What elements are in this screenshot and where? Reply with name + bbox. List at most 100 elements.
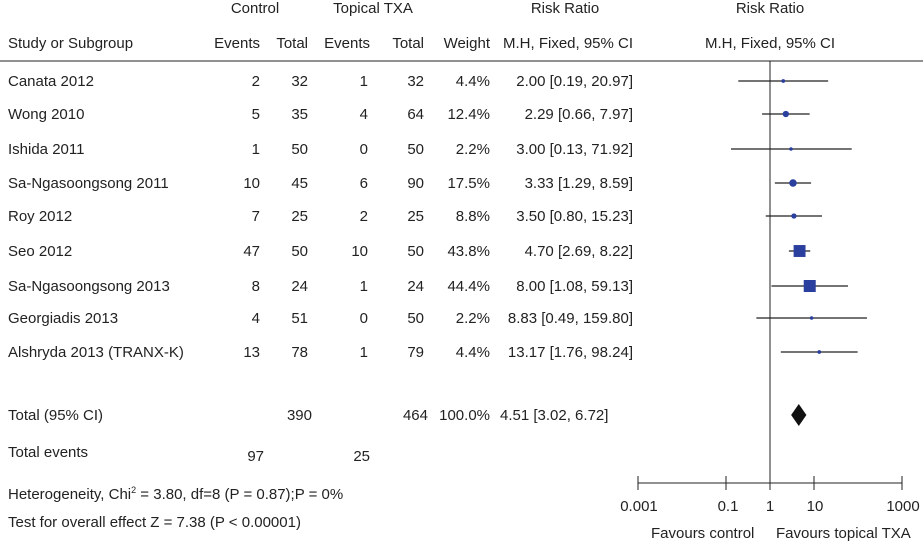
control-events: 8 — [251, 278, 260, 295]
txa-total: 50 — [407, 243, 424, 260]
risk-ratio-header-right: Risk Ratio — [735, 0, 805, 17]
study-point-estimate — [817, 350, 822, 354]
study-weight: 4.4% — [455, 344, 490, 361]
txa-events: 1 — [359, 278, 368, 295]
total-label: Total (95% CI) — [8, 407, 104, 424]
control-total: 24 — [291, 278, 308, 295]
study-ci-text: 3.50 [0.80, 15.23] — [516, 208, 633, 225]
total-events-txa: 25 — [353, 448, 370, 465]
study-point-estimate — [793, 245, 806, 257]
txa-events: 1 — [359, 344, 368, 361]
control-events: 10 — [243, 175, 260, 192]
control-events: 7 — [251, 208, 260, 225]
tick-label-10: 10 — [806, 498, 824, 515]
txa-events: 1 — [359, 73, 368, 90]
study-point-estimate — [782, 110, 790, 118]
control-events: 4 — [251, 310, 260, 327]
control-total: 45 — [291, 175, 308, 192]
txa-events: 0 — [359, 141, 368, 158]
txa-total-header: Total — [392, 35, 424, 52]
txa-total: 64 — [407, 106, 424, 123]
study-weight: 12.4% — [447, 106, 490, 123]
study-weight: 43.8% — [447, 243, 490, 260]
txa-total: 32 — [407, 73, 424, 90]
total-ci-text: 4.51 [3.02, 6.72] — [500, 407, 609, 424]
txa-total: 79 — [407, 344, 424, 361]
study-weight: 2.2% — [455, 310, 490, 327]
control-total: 50 — [291, 141, 308, 158]
txa-events: 4 — [359, 106, 368, 123]
control-total: 78 — [291, 344, 308, 361]
control-group-header: Control — [230, 0, 280, 17]
study-weight: 4.4% — [455, 73, 490, 90]
total-events-label: Total events — [8, 444, 89, 461]
total-txa-count: 464 — [402, 407, 428, 424]
control-total: 50 — [291, 243, 308, 260]
study-name: Roy 2012 — [8, 208, 73, 225]
study-ci-text: 4.70 [2.69, 8.22] — [524, 243, 633, 260]
total-control-count: 390 — [286, 407, 312, 424]
study-point-estimate — [781, 79, 786, 83]
study-name: Canata 2012 — [8, 73, 94, 90]
study-name: Wong 2010 — [8, 106, 85, 123]
total-weight: 100.0% — [439, 407, 490, 424]
study-point-estimate — [789, 179, 797, 187]
txa-total: 50 — [407, 310, 424, 327]
txa-events: 6 — [359, 175, 368, 192]
txa-total: 50 — [407, 141, 424, 158]
control-events: 1 — [251, 141, 260, 158]
study-name: Alshryda 2013 (TRANX-K) — [8, 344, 184, 361]
study-column-header: Study or Subgroup — [8, 35, 134, 52]
study-name: Seo 2012 — [8, 243, 73, 260]
txa-events: 10 — [351, 243, 368, 260]
risk-ratio-header-left: Risk Ratio — [530, 0, 600, 17]
study-ci-text: 2.00 [0.19, 20.97] — [516, 73, 633, 90]
txa-events: 0 — [359, 310, 368, 327]
control-total: 32 — [291, 73, 308, 90]
txa-total: 90 — [407, 175, 424, 192]
control-total-header: Total — [276, 35, 308, 52]
control-events-header: Events — [214, 35, 260, 52]
study-ci-text: 8.83 [0.49, 159.80] — [507, 310, 633, 327]
tick-label-1: 1 — [765, 498, 775, 515]
control-events: 47 — [243, 243, 260, 260]
control-events: 13 — [243, 344, 260, 361]
overall-effect-text: Test for overall effect Z = 7.38 (P < 0.… — [8, 514, 301, 531]
study-name: Ishida 2011 — [8, 141, 85, 158]
control-total: 51 — [291, 310, 308, 327]
study-weight: 8.8% — [455, 208, 490, 225]
study-ci-text: 8.00 [1.08, 59.13] — [516, 278, 633, 295]
study-name: Sa-Ngasoongsong 2013 — [8, 278, 170, 295]
study-point-estimate — [809, 316, 814, 320]
study-name: Georgiadis 2013 — [8, 310, 119, 327]
control-events: 2 — [251, 73, 260, 90]
study-ci-text: 2.29 [0.66, 7.97] — [524, 106, 633, 123]
tick-label-1000: 1000 — [886, 498, 920, 515]
study-point-estimate — [803, 280, 816, 292]
study-point-estimate — [789, 147, 793, 151]
txa-total: 25 — [407, 208, 424, 225]
study-weight: 44.4% — [447, 278, 490, 295]
method-header-right: M.H, Fixed, 95% CI — [704, 35, 836, 52]
favours-txa-label: Favours topical TXA — [776, 525, 911, 542]
txa-total: 24 — [407, 278, 424, 295]
pooled-estimate-diamond — [791, 404, 807, 426]
control-events: 5 — [251, 106, 260, 123]
study-name: Sa-Ngasoongsong 2011 — [8, 175, 169, 192]
control-total: 25 — [291, 208, 308, 225]
study-ci-text: 13.17 [1.76, 98.24] — [507, 344, 633, 361]
heterogeneity-text: Heterogeneity, Chi2 = 3.80, df=8 (P = 0.… — [8, 485, 344, 503]
txa-events: 2 — [359, 208, 368, 225]
control-total: 35 — [291, 106, 308, 123]
study-ci-text: 3.33 [1.29, 8.59] — [524, 175, 633, 192]
favours-control-label: Favours control — [651, 525, 755, 542]
total-events-control: 97 — [247, 448, 264, 465]
study-weight: 17.5% — [447, 175, 490, 192]
tick-label-0.1: 0.1 — [717, 498, 739, 515]
tick-label-0.001: 0.001 — [620, 498, 658, 515]
study-point-estimate — [791, 213, 797, 219]
weight-header: Weight — [443, 35, 490, 52]
txa-group-header: Topical TXA — [333, 0, 413, 17]
txa-events-header: Events — [324, 35, 370, 52]
